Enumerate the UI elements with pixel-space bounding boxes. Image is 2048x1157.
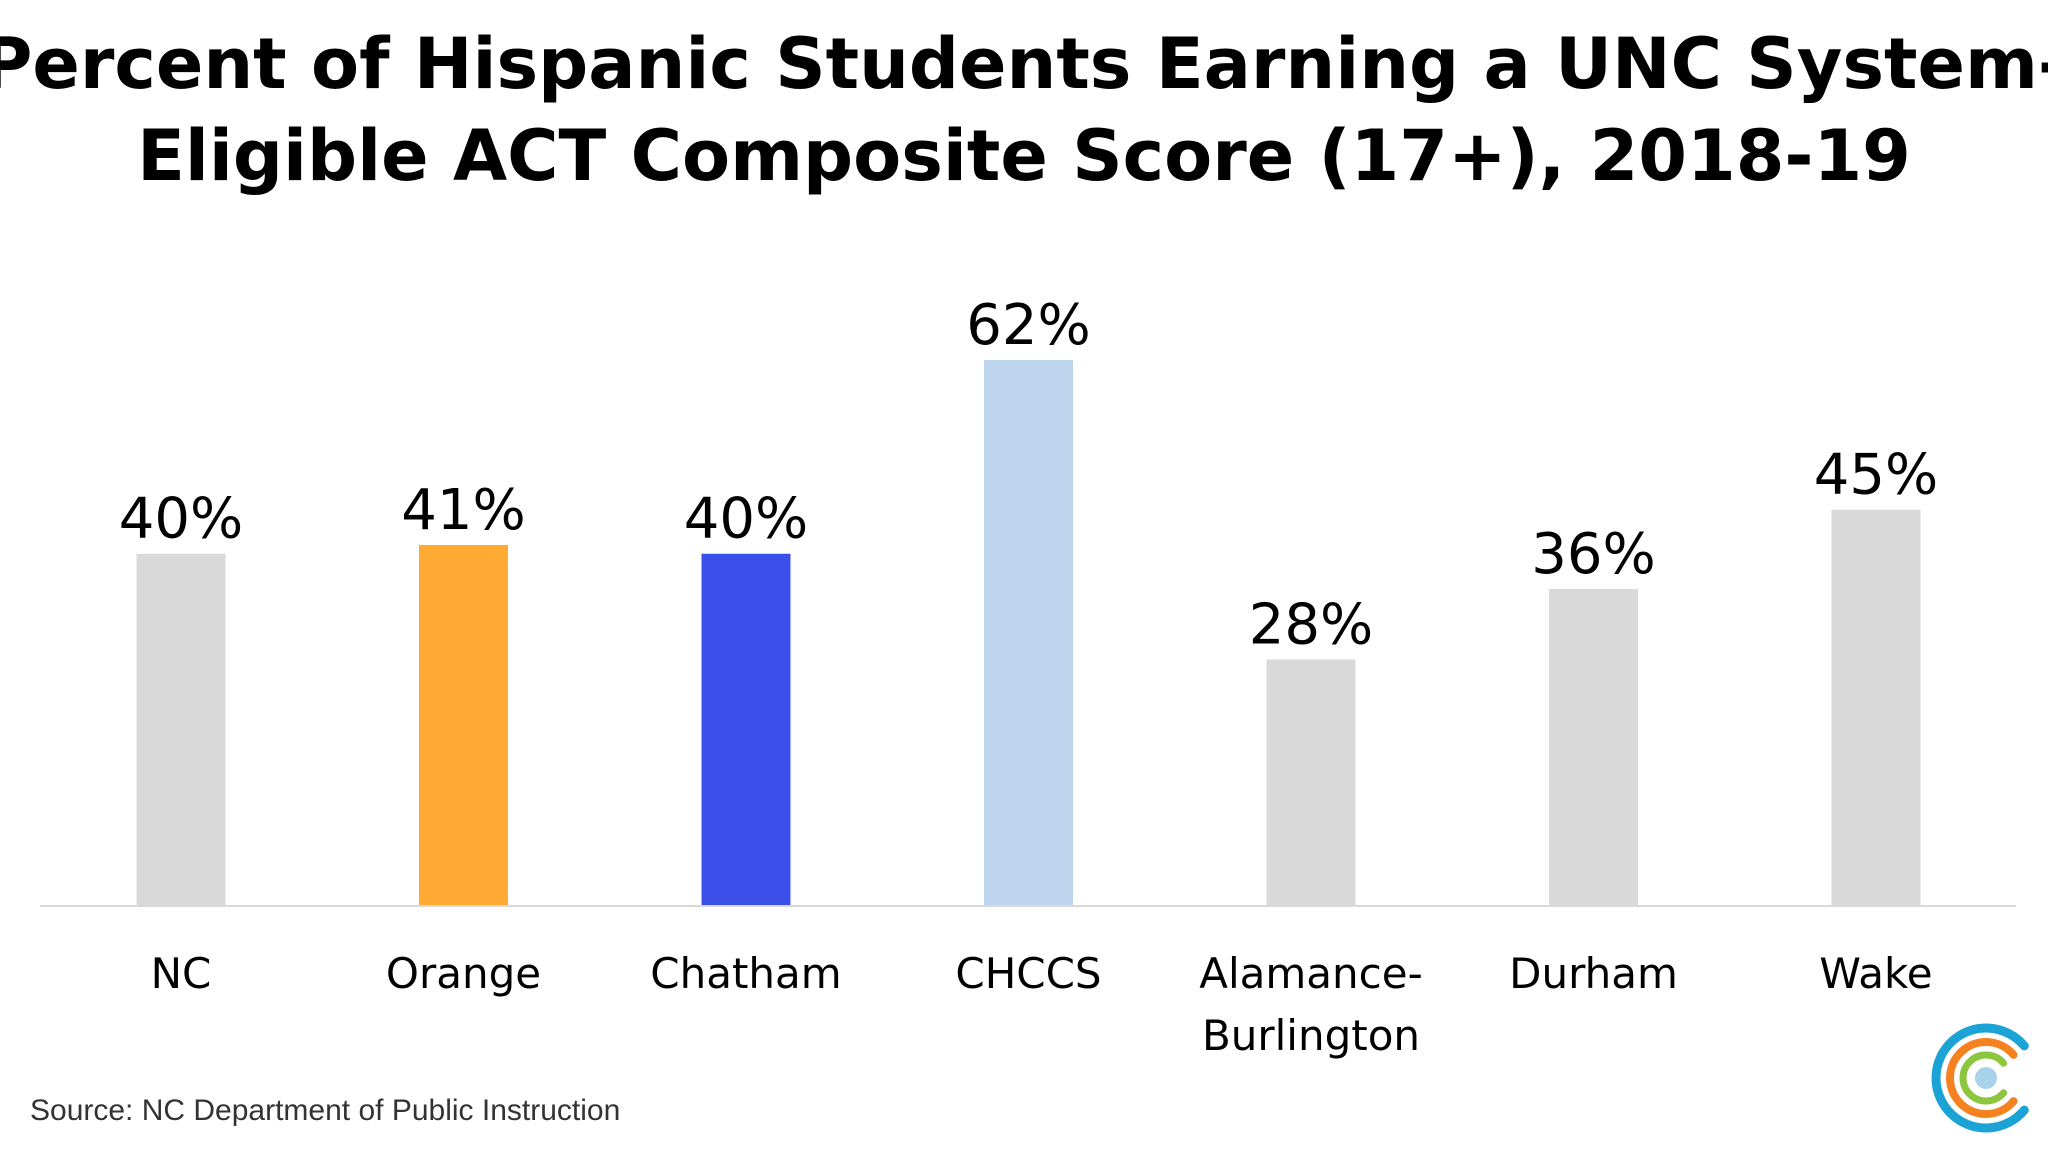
bar — [701, 553, 791, 906]
chart-title: Percent of Hispanic Students Earning a U… — [0, 23, 2048, 197]
x-tick-label: Chatham — [650, 949, 841, 998]
data-label: 40% — [119, 487, 243, 552]
logo-ring — [1959, 1051, 2008, 1105]
logo-dot — [1975, 1067, 1997, 1089]
bar — [984, 360, 1073, 906]
x-tick-label: Alamance-Burlington — [1199, 949, 1423, 1060]
bars — [136, 360, 1921, 906]
x-tick-label: CHCCS — [955, 949, 1101, 998]
source-note: Source: NC Department of Public Instruct… — [30, 1094, 620, 1127]
x-tick-label: Durham — [1509, 949, 1678, 998]
concentric-circles-logo-icon — [1931, 1023, 2029, 1133]
chart-title-line: Percent of Hispanic Students Earning a U… — [0, 23, 2048, 105]
data-label: 40% — [684, 487, 808, 552]
logo-ring — [1931, 1023, 2029, 1133]
data-label: 41% — [401, 478, 525, 543]
value-labels: 40% 41% 40% 62% 28% 36% 45% — [119, 293, 1938, 657]
x-tick-label: NC — [151, 949, 212, 998]
chart-title-line: Eligible ACT Composite Score (17+), 2018… — [137, 115, 1911, 197]
data-label: 45% — [1814, 443, 1938, 508]
bar — [1549, 588, 1638, 906]
bar — [419, 544, 508, 906]
data-label: 36% — [1531, 522, 1655, 587]
data-label: 28% — [1249, 592, 1373, 657]
bar — [1266, 659, 1356, 906]
bar — [136, 553, 226, 906]
category-labels: NC Orange Chatham CHCCS Alamance-Burlington D… — [151, 949, 1933, 1060]
x-tick-label: Wake — [1819, 949, 1932, 998]
data-label: 62% — [966, 293, 1090, 358]
bar — [1831, 509, 1921, 906]
logo-ring — [1946, 1038, 2018, 1118]
x-tick-label: Orange — [386, 949, 541, 998]
